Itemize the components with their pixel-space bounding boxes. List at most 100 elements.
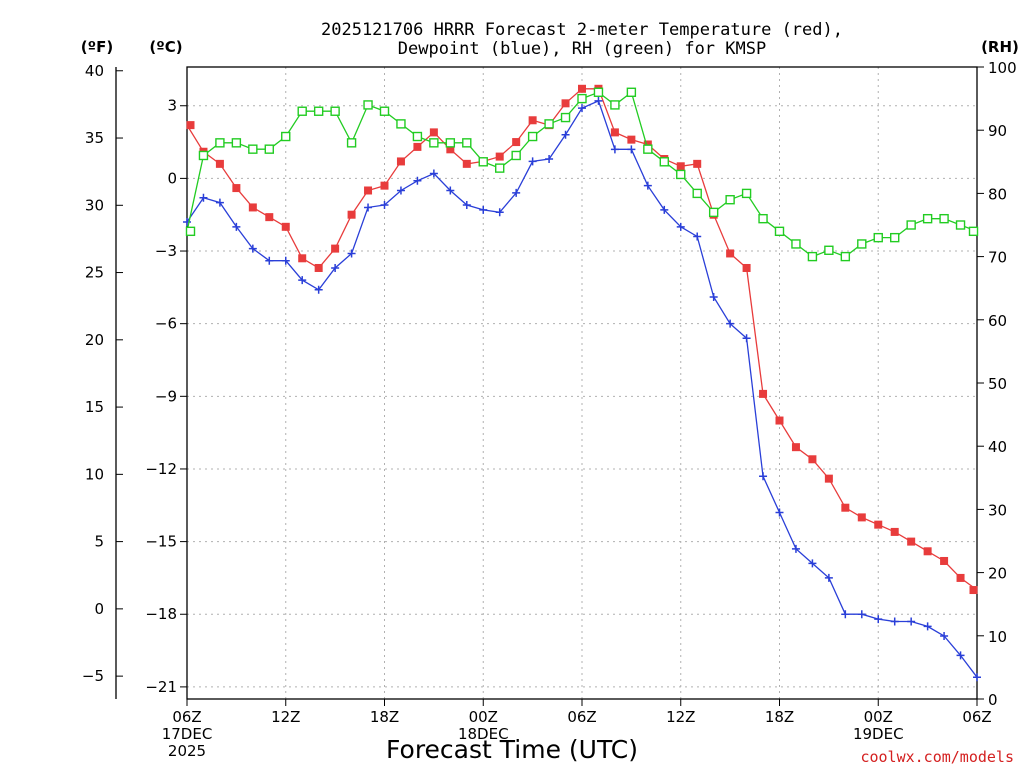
rh-point — [692, 188, 702, 199]
rh-point — [231, 138, 242, 148]
dewpoint-point — [512, 188, 521, 197]
dewpoint-point — [643, 181, 652, 190]
celsius-tick-label: 3 — [167, 97, 177, 115]
x-tick-label: 06Z — [172, 708, 201, 726]
2-meter-temperature-point — [969, 586, 978, 595]
dewpoint-point — [462, 201, 471, 210]
rh-point — [330, 106, 340, 116]
dewpoint-point — [578, 104, 586, 113]
2-meter-temperature-point — [528, 116, 537, 125]
dewpoint-point — [479, 205, 488, 214]
dewpoint-point — [791, 544, 800, 553]
rh-tick-label: 40 — [988, 438, 1007, 456]
rh-point — [758, 213, 768, 224]
2-meter-temperature-point — [907, 537, 916, 546]
celsius-tick-label: −12 — [145, 460, 177, 478]
fahrenheit-tick-label: 15 — [85, 398, 104, 416]
rh-point — [462, 138, 472, 148]
rh-unit-label: (RH) — [981, 38, 1019, 56]
rh-point — [968, 226, 979, 237]
2-meter-temperature-point — [923, 547, 932, 556]
2-meter-temperature-point — [841, 503, 850, 512]
2-meter-temperature-point — [462, 159, 471, 168]
rh-point — [511, 150, 521, 161]
grid-lines — [187, 67, 977, 699]
rh-point — [313, 106, 324, 116]
x-tick-label: 2025 — [168, 742, 206, 760]
dewpoint-point — [298, 276, 307, 285]
rh-point — [495, 163, 505, 173]
x-tick-label: 19DEC — [853, 725, 904, 743]
rh-point — [857, 239, 867, 249]
rh-point — [725, 195, 735, 205]
rh-point — [248, 144, 258, 154]
rh-tick-label: 90 — [988, 122, 1007, 140]
series-layer — [183, 84, 981, 682]
dewpoint-point — [446, 186, 455, 195]
dewpoint-point — [627, 145, 636, 154]
celsius-tick-label: −6 — [155, 315, 177, 333]
2-meter-temperature-point — [248, 203, 257, 212]
rh-point — [527, 131, 538, 142]
rh-point — [185, 226, 196, 237]
2-meter-temperature-point — [726, 249, 735, 258]
2-meter-temperature-point — [791, 443, 800, 452]
fahrenheit-tick-label: 10 — [85, 465, 104, 483]
dewpoint-point — [215, 198, 224, 207]
fahrenheit-tick-label: −5 — [82, 667, 104, 685]
2-meter-temperature-point — [331, 244, 340, 253]
rh-point — [807, 251, 818, 262]
chart-title-line-1: 2025121706 HRRR Forecast 2-meter Tempera… — [321, 20, 843, 40]
celsius-tick-label: −15 — [145, 533, 177, 551]
dewpoint-point — [973, 673, 981, 682]
rh-point — [264, 144, 274, 154]
2-meter-temperature-point — [956, 573, 965, 582]
2-meter-temperature-point — [314, 263, 323, 272]
dewpoint-point — [693, 232, 702, 241]
rh-point — [643, 144, 653, 154]
dewpoint-point — [248, 244, 257, 253]
fahrenheit-tick-label: 35 — [85, 129, 104, 147]
2-meter-temperature-point — [742, 263, 751, 272]
rh-tick-label: 60 — [988, 312, 1007, 330]
dewpoint-point — [610, 145, 619, 154]
x-tick-label: 06Z — [962, 708, 991, 726]
dewpoint-point — [495, 208, 504, 217]
2-meter-temperature-point — [429, 128, 438, 137]
dewpoint-point — [857, 610, 866, 619]
2-meter-temperature-point — [186, 121, 195, 130]
celsius-unit-label: (ºC) — [149, 38, 182, 56]
2-meter-temperature-point — [495, 152, 504, 161]
celsius-tick-label: −3 — [155, 242, 177, 260]
dewpoint-point — [413, 176, 422, 185]
2-meter-temperature-point — [676, 162, 685, 171]
dewpoint-point — [709, 293, 718, 302]
2-meter-temperature-point — [857, 513, 866, 522]
rh-tick-label: 30 — [988, 501, 1007, 519]
2-meter-temperature-point — [446, 145, 455, 154]
dewpoint-point — [907, 617, 916, 626]
dewpoint-point — [232, 222, 241, 231]
fahrenheit-tick-label: 25 — [85, 264, 104, 282]
2-meter-temperature-point — [874, 520, 883, 529]
2-meter-temperature-point — [413, 142, 422, 151]
2-meter-temperature-point — [627, 135, 636, 144]
fahrenheit-unit-label: (ºF) — [81, 38, 113, 56]
rh-point — [708, 207, 719, 218]
2-meter-temperature-point — [265, 213, 274, 222]
x-tick-label: 06Z — [567, 708, 596, 726]
rh-point — [379, 106, 390, 116]
rh-point — [873, 232, 883, 243]
dewpoint-point — [824, 573, 833, 582]
rh-point — [363, 100, 373, 110]
rh-point — [281, 131, 291, 142]
rh-point — [741, 188, 752, 199]
dewpoint-point — [380, 201, 389, 210]
dewpoint-point — [594, 96, 603, 105]
dewpoint-point — [676, 222, 685, 231]
dewpoint-point — [808, 559, 817, 568]
2-meter-temperature-point — [347, 210, 356, 219]
dewpoint-point — [759, 472, 768, 481]
dewpoint-point — [364, 203, 373, 212]
rh-tick-label: 0 — [988, 691, 998, 709]
